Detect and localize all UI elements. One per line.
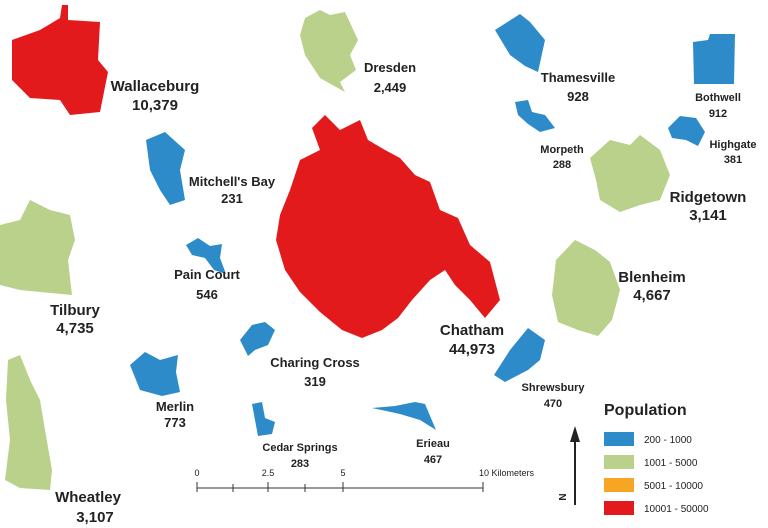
place-population: 283 — [291, 458, 309, 470]
place-population: 912 — [709, 108, 727, 120]
place-population: 4,667 — [633, 287, 671, 304]
place-name: Tilbury — [50, 302, 100, 319]
place-population: 319 — [304, 374, 326, 389]
cedar-springs-shape — [252, 402, 275, 436]
place-population: 2,449 — [374, 80, 407, 95]
wallaceburg-shape — [12, 5, 108, 115]
place-name: Merlin — [156, 399, 194, 414]
place-population: 470 — [544, 398, 562, 410]
place-name: Charing Cross — [270, 355, 360, 370]
legend-swatch — [604, 455, 634, 469]
pain-court-shape — [186, 238, 226, 274]
place-name: Bothwell — [695, 92, 741, 104]
legend-title: Population — [604, 402, 687, 419]
place-population: 773 — [164, 415, 186, 430]
place-name: Shrewsbury — [522, 382, 586, 394]
scale-label: 2.5 — [262, 468, 275, 478]
scale-label: 5 — [340, 468, 345, 478]
legend: Population 200 - 1000 1001 - 5000 5001 - 1… — [604, 402, 709, 515]
place-population: 4,735 — [56, 320, 94, 337]
place-population: 381 — [724, 154, 742, 166]
merlin-shape — [130, 352, 180, 396]
scale-bar — [196, 482, 484, 492]
place-name: Erieau — [416, 438, 450, 450]
place-population: 3,107 — [76, 509, 114, 526]
legend-label: 1001 - 5000 — [644, 458, 698, 469]
north-label: N — [558, 493, 569, 500]
place-name: Chatham — [440, 322, 504, 339]
legend-swatch — [604, 501, 634, 515]
place-population: 928 — [567, 89, 589, 104]
place-population: 3,141 — [689, 207, 727, 224]
place-name: Ridgetown — [670, 189, 747, 206]
north-arrow: N — [558, 426, 580, 505]
blenheim-shape — [552, 240, 620, 336]
shrewsbury-shape — [494, 328, 545, 382]
place-name: Dresden — [364, 60, 416, 75]
legend-label: 200 - 1000 — [644, 435, 692, 446]
place-name: Morpeth — [540, 144, 584, 156]
place-name: Blenheim — [618, 269, 686, 286]
place-population: 546 — [196, 287, 218, 302]
place-name: Thamesville — [541, 70, 615, 85]
thamesville-shape — [495, 14, 545, 72]
bothwell-shape — [693, 34, 735, 84]
charing-cross-shape — [240, 322, 275, 356]
morpeth-shape — [515, 100, 555, 132]
wheatley-shape — [5, 355, 52, 490]
place-labels: Wallaceburg 10,379 Dresden 2,449 Thamesv… — [50, 60, 756, 526]
scale-label: 0 — [194, 468, 199, 478]
ridgetown-shape — [590, 135, 670, 212]
legend-label: 10001 - 50000 — [644, 504, 709, 515]
place-name: Wheatley — [55, 489, 122, 506]
erieau-shape — [372, 402, 436, 430]
place-population: 288 — [553, 159, 571, 171]
place-name: Mitchell's Bay — [189, 174, 276, 189]
chatham-shape — [276, 115, 500, 338]
place-name: Wallaceburg — [111, 78, 200, 95]
place-population: 10,379 — [132, 97, 178, 114]
tilbury-shape — [0, 200, 75, 295]
town-shapes — [0, 5, 735, 490]
scale-label: 10 Kilometers — [479, 468, 535, 478]
legend-label: 5001 - 10000 — [644, 481, 703, 492]
place-name: Cedar Springs — [262, 442, 337, 454]
place-population: 467 — [424, 454, 442, 466]
arrow-head — [570, 426, 580, 442]
mitchells-bay-shape — [146, 132, 185, 205]
place-population: 44,973 — [449, 341, 495, 358]
dresden-shape — [300, 10, 358, 92]
place-name: Pain Court — [174, 267, 240, 282]
legend-swatch — [604, 478, 634, 492]
place-population: 231 — [221, 191, 243, 206]
legend-swatch — [604, 432, 634, 446]
highgate-shape — [668, 116, 705, 146]
place-name: Highgate — [709, 139, 756, 151]
